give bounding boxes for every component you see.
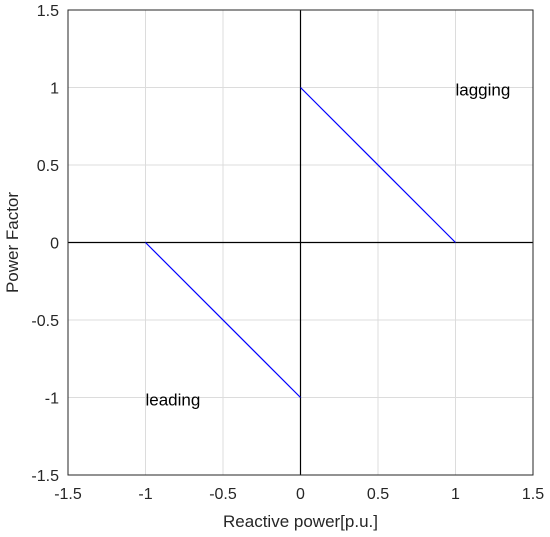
annotations: lagging leading (146, 81, 511, 410)
x-axis-label: Reactive power[p.u.] (223, 512, 378, 531)
y-tick-label: 1 (50, 81, 59, 98)
y-tick-label: -0.5 (31, 313, 59, 330)
annotation-leading: leading (146, 391, 201, 410)
x-tick-label: 1 (451, 486, 460, 503)
series-group (145, 87, 456, 398)
y-tick-label: -1.5 (31, 468, 59, 485)
series-line-0 (300, 87, 456, 243)
y-axis-label: Power Factor (3, 192, 22, 293)
y-tick-label: 0 (50, 236, 59, 253)
y-tick-label: 0.5 (37, 158, 59, 175)
x-tick-label: 0.5 (367, 486, 389, 503)
annotation-lagging: lagging (456, 81, 511, 100)
x-tick-label: -0.5 (209, 486, 237, 503)
y-tick-label: -1 (45, 391, 59, 408)
x-tick-label: 0 (296, 486, 305, 503)
x-tick-label: 1.5 (522, 486, 544, 503)
y-tick-label: 1.5 (37, 3, 59, 20)
plot-frame (67, 9, 534, 476)
x-tick-label: -1 (138, 486, 152, 503)
x-tick-labels: -1.5 -1 -0.5 0 0.5 1 1.5 (54, 486, 544, 503)
y-tick-labels: -1.5 -1 -0.5 0 0.5 1 1.5 (31, 3, 59, 485)
series-line-1 (145, 242, 301, 398)
x-tick-label: -1.5 (54, 486, 82, 503)
